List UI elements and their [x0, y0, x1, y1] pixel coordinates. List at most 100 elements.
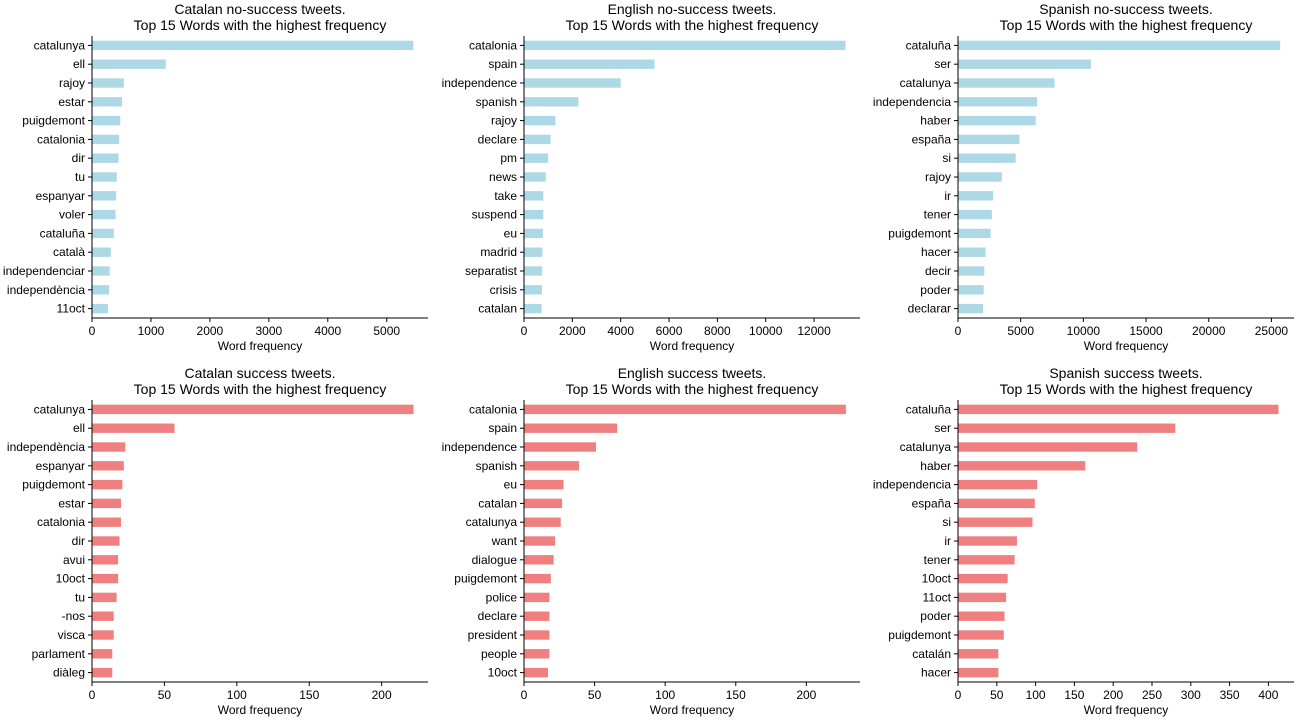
x-axis-label: Word frequency [218, 339, 303, 353]
y-tick-label: català [53, 245, 85, 259]
x-tick-label: 300 [1181, 688, 1201, 702]
chart-panel-4: Catalan success tweets.Top 15 Words with… [7, 365, 428, 717]
bar-want [524, 536, 556, 546]
chart-title-line2: Top 15 Words with the highest frequency [134, 17, 387, 33]
bar-independencia [958, 479, 1038, 490]
y-tick-label: tu [75, 590, 85, 604]
y-tick-label: -nos [62, 609, 85, 623]
bar-catalunya [524, 517, 561, 527]
bar-independenciar [92, 266, 110, 276]
bar-eu [524, 479, 564, 490]
y-tick-label: declare [478, 609, 518, 623]
chart-title-line2: Top 15 Words with the highest frequency [566, 17, 819, 33]
y-tick-label: eu [504, 226, 517, 240]
x-tick-label: 200 [796, 688, 816, 702]
chart-title-line2: Top 15 Words with the highest frequency [1000, 381, 1253, 397]
bar-catalan [524, 498, 563, 509]
y-tick-label: catalonia [469, 402, 517, 416]
x-tick-label: 200 [1103, 688, 1123, 702]
x-tick-label: 15000 [1129, 324, 1163, 338]
chart-title-line1: Catalan success tweets. [185, 365, 336, 381]
x-axis-label: Word frequency [650, 703, 735, 717]
x-tick-label: 50 [990, 688, 1004, 702]
y-tick-label: tener [924, 208, 951, 222]
x-tick-label: 50 [158, 688, 172, 702]
y-tick-label: españa [912, 496, 952, 510]
bar-spain [524, 423, 618, 433]
y-tick-label: independencia [873, 95, 951, 109]
y-tick-label: catalunya [34, 402, 86, 416]
chart-title-line2: Top 15 Words with the highest frequency [566, 381, 819, 397]
y-tick-label: catalan [478, 496, 517, 510]
bar-separatist [524, 266, 543, 276]
bar-dir [92, 153, 119, 163]
chart-title-line2: Top 15 Words with the highest frequency [1000, 17, 1253, 33]
y-tick-label: tener [924, 553, 951, 567]
y-tick-label: ell [73, 57, 85, 71]
bar-rajoy [958, 172, 1002, 182]
bar-tener [958, 209, 992, 220]
y-tick-label: independenciar [3, 264, 85, 278]
bar-poder [958, 611, 1005, 621]
y-tick-label: spanish [476, 95, 517, 109]
x-tick-label: 350 [1220, 688, 1240, 702]
bar-haber [958, 461, 1086, 471]
bar-si [958, 517, 1033, 527]
x-tick-label: 5000 [373, 324, 400, 338]
bar-crisis [524, 285, 542, 295]
bar-rajoy [92, 78, 124, 88]
bar-ell [92, 59, 166, 69]
y-tick-label: catalunya [466, 515, 518, 529]
bar-hacer [958, 667, 999, 678]
bar-independencia [958, 97, 1037, 107]
y-tick-label: espanyar [36, 189, 85, 203]
y-tick-label: ir [944, 534, 951, 548]
chart-title-line1: English no-success tweets. [608, 1, 777, 17]
y-tick-label: estar [58, 496, 85, 510]
y-tick-label: ser [934, 421, 951, 435]
y-tick-label: espanyar [36, 459, 85, 473]
bar-ser [958, 423, 1176, 433]
bar-10oct [524, 667, 548, 678]
x-tick-label: 6000 [656, 324, 683, 338]
bar-dialogue [524, 555, 554, 565]
bar-tu [92, 592, 117, 603]
bar-ir [958, 536, 1017, 546]
y-tick-label: haber [920, 114, 951, 128]
bar-people [524, 649, 550, 659]
bar-ell [92, 423, 175, 433]
bar-españa [958, 498, 1035, 509]
x-tick-label: 20000 [1192, 324, 1226, 338]
y-tick-label: haber [920, 459, 951, 473]
bar-dir [92, 536, 120, 546]
y-tick-label: declare [478, 132, 518, 146]
y-tick-label: tu [75, 170, 85, 184]
y-tick-label: want [491, 534, 518, 548]
y-tick-label: independència [7, 283, 85, 297]
bar-diàleg [92, 667, 113, 678]
bar-catalunya [92, 404, 414, 415]
chart-title-line2: Top 15 Words with the highest frequency [134, 381, 387, 397]
y-tick-label: 10oct [56, 572, 86, 586]
y-tick-label: hacer [921, 666, 951, 680]
bar-haber [958, 115, 1036, 126]
y-tick-label: catalunya [34, 38, 86, 52]
bar-espanyar [92, 461, 124, 471]
bar-ser [958, 59, 1091, 69]
x-tick-label: 10000 [1067, 324, 1101, 338]
x-axis-label: Word frequency [1084, 703, 1169, 717]
bar-catalonia [524, 40, 846, 51]
x-tick-label: 1000 [138, 324, 165, 338]
x-tick-label: 3000 [255, 324, 282, 338]
bar-ir [958, 191, 994, 201]
bar--nos [92, 611, 114, 621]
y-tick-label: suspend [472, 208, 517, 222]
bar-spanish [524, 97, 579, 107]
x-tick-label: 100 [1026, 688, 1046, 702]
bar-10oct [958, 573, 1008, 584]
y-tick-label: diàleg [53, 666, 85, 680]
y-tick-label: independencia [873, 478, 951, 492]
y-tick-label: independence [442, 440, 518, 454]
x-tick-label: 100 [227, 688, 247, 702]
bar-cataluña [92, 228, 114, 239]
